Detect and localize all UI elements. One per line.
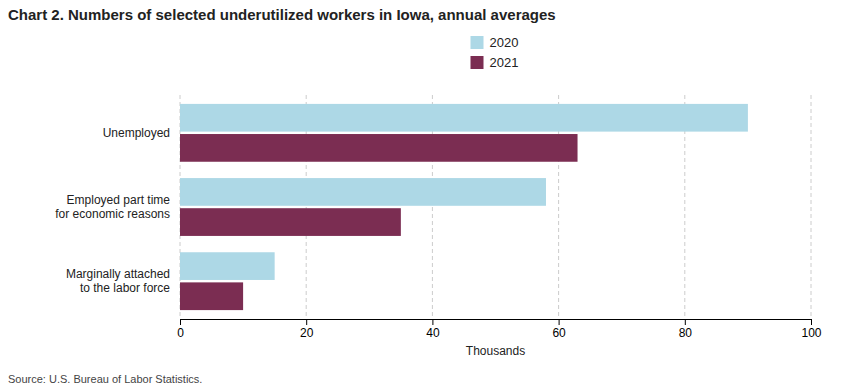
y-tick-label: Unemployed [103,126,170,140]
x-tick-label: 0 [177,326,184,340]
x-tick-label: 20 [300,326,314,340]
x-tick-mark [306,319,307,325]
x-tick: 0 [177,319,184,340]
x-axis: 0 20 40 60 80 100 [177,319,822,340]
x-tick: 40 [426,319,440,340]
legend-swatch [471,56,484,69]
y-tick-label: Employed part timefor economic reasons [55,193,170,221]
x-tick-label: 40 [426,326,440,340]
bar [180,104,748,132]
x-tick-label: 60 [552,326,566,340]
legend-item: 2021 [471,55,519,70]
x-tick-label: 80 [679,326,693,340]
x-tick-mark [180,319,181,325]
legend-label: 2021 [490,55,519,70]
series-1 [180,134,578,310]
x-tick: 80 [679,319,693,340]
y-tick-label-line: Marginally attached [66,267,170,281]
x-tick-mark [559,319,560,325]
x-tick-mark [685,319,686,325]
source-note: Source: U.S. Bureau of Labor Statistics. [8,373,202,385]
bar [180,134,578,162]
x-tick: 60 [552,319,566,340]
x-axis-title: Thousands [466,344,525,358]
grid-line [811,95,812,319]
bars [180,104,748,310]
y-tick-label-line: Unemployed [103,126,170,140]
bar [180,208,401,236]
chart: Chart 2. Numbers of selected underutiliz… [0,0,841,391]
y-tick: Marginally attachedto the labor force [66,267,180,295]
y-tick-label: Marginally attachedto the labor force [66,267,170,295]
grid [180,95,811,319]
x-tick: 20 [300,319,314,340]
series-0 [180,104,748,280]
legend-label: 2020 [490,35,519,50]
y-tick-label-line: for economic reasons [55,207,170,221]
legend-item: 2020 [471,35,519,50]
y-tick: Employed part timefor economic reasons [55,193,180,221]
x-tick: 100 [801,319,821,340]
bar [180,252,275,280]
x-axis-line [181,320,812,326]
plot: 0 20 40 60 80 100 Unemployed Employed part time… [55,95,822,340]
y-tick: Unemployed [103,126,180,140]
x-tick-label: 100 [801,326,821,340]
x-tick-mark [432,319,433,325]
title: Chart 2. Numbers of selected underutiliz… [8,6,556,23]
legend-swatch [471,36,484,49]
legend: 2020 2021 [471,35,519,70]
bar [180,178,546,206]
y-axis: Unemployed Employed part timefor economic… [55,126,180,295]
bar [180,282,243,310]
y-tick-label-line: to the labor force [80,281,170,295]
y-tick-label-line: Employed part time [67,193,171,207]
x-tick-mark [811,319,812,325]
